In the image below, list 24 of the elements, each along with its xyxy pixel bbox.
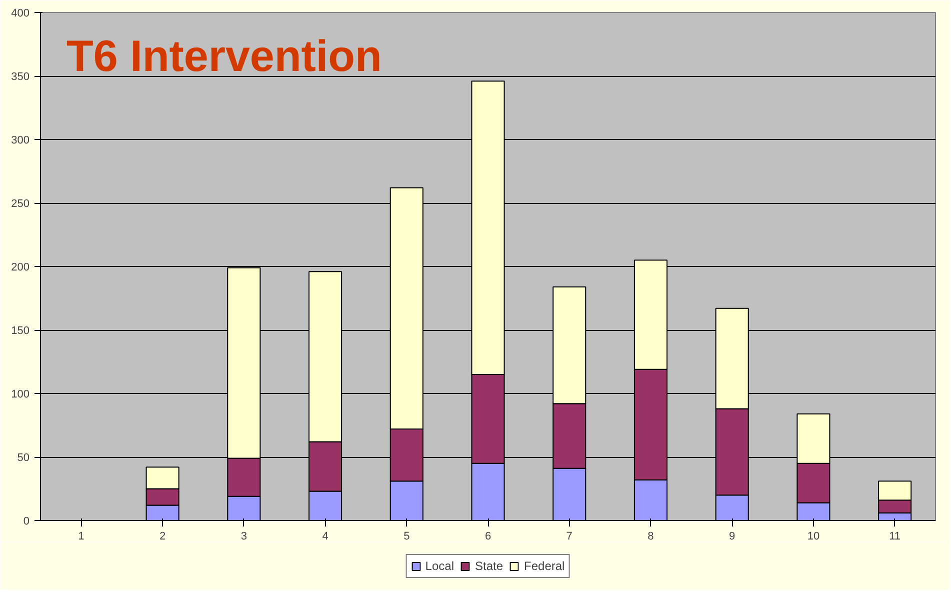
legend-label: Local — [425, 559, 454, 573]
y-tick-label: 300 — [11, 134, 30, 146]
y-tick-label: 200 — [11, 262, 30, 274]
y-tick-label: 150 — [11, 325, 30, 337]
y-tick-label: 0 — [23, 516, 30, 528]
x-tick-label: 11 — [889, 530, 901, 542]
y-tick-label: 250 — [11, 198, 30, 210]
x-tick-label: 5 — [404, 530, 410, 542]
x-tick-label: 1 — [78, 530, 84, 542]
y-tick-label: 50 — [17, 452, 30, 464]
legend-label: Federal — [524, 559, 565, 573]
x-tick-label: 2 — [159, 530, 166, 542]
y-tick-label: 100 — [11, 388, 30, 400]
y-tick-label: 400 — [11, 8, 30, 20]
x-tick-label: 6 — [484, 530, 492, 542]
x-tick-label: 7 — [566, 530, 572, 542]
x-tick-label: 8 — [648, 530, 654, 542]
x-tick-label: 9 — [729, 530, 736, 542]
x-tick-label: 4 — [322, 530, 328, 542]
legend-label: State — [474, 559, 504, 573]
x-tick-label: 3 — [240, 530, 247, 542]
x-tick-label: 10 — [807, 530, 820, 542]
chart-title: T6 Intervention — [66, 32, 382, 82]
y-tick-label: 350 — [11, 71, 30, 83]
